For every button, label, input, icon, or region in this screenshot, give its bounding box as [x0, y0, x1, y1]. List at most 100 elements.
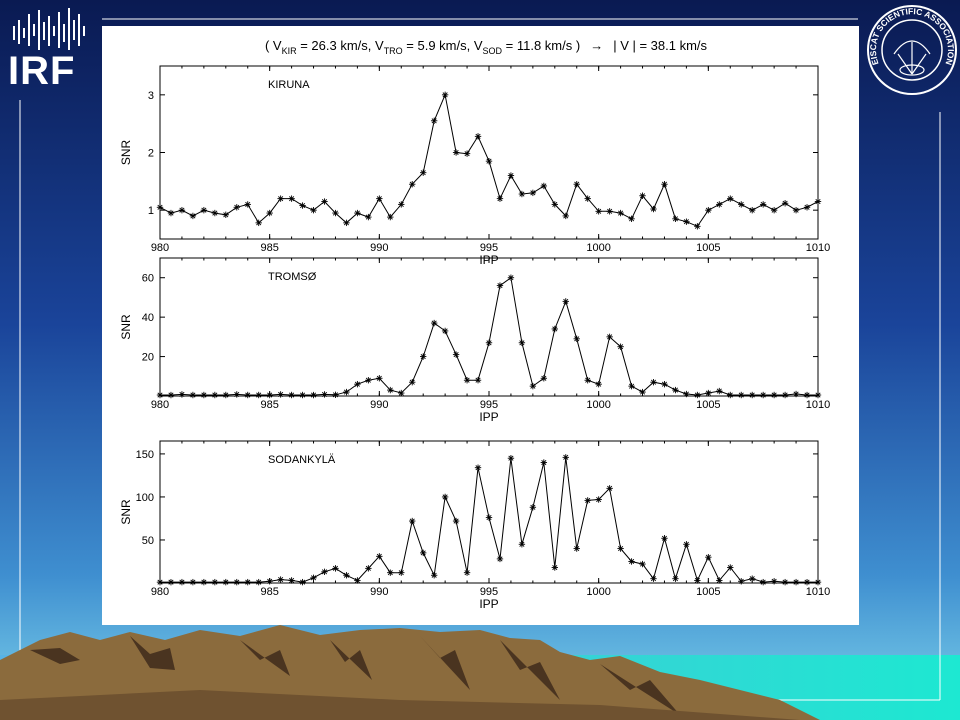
station-label: TROMSØ — [268, 271, 317, 283]
data-point-marker — [814, 578, 822, 586]
data-point-marker — [244, 201, 251, 208]
data-point-marker — [409, 181, 416, 188]
data-point-marker — [365, 377, 372, 384]
data-point-marker — [727, 195, 734, 202]
y-tick-label: 20 — [142, 352, 154, 364]
y-axis-label: SNR — [119, 314, 133, 340]
data-point-marker — [474, 377, 482, 384]
data-point-marker — [474, 464, 482, 471]
data-point-marker — [485, 339, 493, 346]
data-point-marker — [749, 206, 756, 214]
x-tick-label: 1005 — [696, 242, 720, 254]
data-point-marker — [705, 553, 712, 561]
data-point-marker — [749, 391, 756, 399]
data-point-marker — [409, 379, 416, 386]
x-axis-label: IPP — [479, 410, 498, 424]
data-point-marker — [639, 388, 646, 396]
data-point-marker — [167, 209, 175, 217]
data-point-marker — [716, 387, 723, 395]
data-point-marker — [814, 198, 822, 205]
data-point-marker — [452, 149, 460, 156]
data-point-marker — [387, 386, 394, 394]
data-point-marker — [661, 535, 668, 542]
x-tick-label: 1005 — [696, 399, 720, 411]
x-tick-label: 1010 — [806, 242, 830, 254]
data-point-marker — [288, 391, 295, 399]
data-point-marker — [310, 206, 317, 214]
data-point-marker — [606, 485, 613, 492]
data-point-marker — [332, 565, 339, 572]
x-tick-label: 990 — [370, 399, 388, 411]
plot-frame — [159, 440, 819, 584]
data-point-marker — [496, 195, 504, 202]
data-point-marker — [178, 391, 186, 398]
station-label: KIRUNA — [268, 79, 310, 91]
data-point-marker — [277, 391, 284, 398]
data-point-marker — [694, 577, 701, 584]
data-point-marker — [551, 564, 558, 571]
data-point-marker — [770, 578, 778, 585]
data-point-marker — [759, 201, 767, 208]
data-point-marker — [759, 578, 767, 586]
sodankyla-snr-chart: 980 985 990 995 1000 1005 1010 50 100 150 IPP SNR SO… — [119, 440, 830, 611]
data-point-marker — [573, 181, 580, 188]
data-point-marker — [716, 201, 723, 208]
data-point-marker — [321, 568, 328, 576]
y-tick-label: 100 — [136, 492, 154, 504]
snr-plots: ( VKIR = 26.3 km/s, VTRO = 5.9 km/s, VSO… — [119, 38, 830, 611]
data-point-marker — [277, 195, 284, 202]
data-point-marker — [452, 351, 460, 358]
data-point-marker — [310, 574, 317, 582]
data-point-marker — [474, 133, 482, 140]
data-point-marker — [189, 578, 197, 586]
data-point-marker — [255, 578, 262, 586]
plot-frame — [159, 257, 819, 397]
x-axis-label: IPP — [479, 597, 498, 611]
data-point-marker — [299, 391, 306, 399]
data-point-marker — [299, 202, 306, 209]
tromso-snr-chart: 980 985 990 995 1000 1005 1010 20 40 60 IPP SNR TROM… — [119, 257, 830, 424]
data-point-marker — [672, 386, 679, 394]
data-point-marker — [485, 514, 493, 521]
data-point-marker — [628, 558, 635, 565]
data-point-marker — [211, 209, 219, 217]
data-point-marker — [650, 205, 657, 213]
data-point-marker — [387, 213, 394, 221]
data-point-marker — [321, 198, 328, 205]
data-point-marker — [376, 553, 383, 560]
data-point-marker — [496, 555, 504, 563]
data-point-marker — [398, 389, 405, 397]
x-tick-label: 1000 — [586, 586, 610, 598]
y-axis-label: SNR — [119, 499, 133, 525]
data-point-marker — [200, 391, 208, 399]
y-tick-label: 1 — [148, 205, 154, 217]
data-point-marker — [507, 455, 515, 462]
plot-panel: ( VKIR = 26.3 km/s, VTRO = 5.9 km/s, VSO… — [102, 26, 859, 625]
data-point-marker — [738, 578, 745, 585]
y-tick-label: 50 — [142, 535, 154, 547]
data-point-marker — [288, 577, 295, 584]
data-point-marker — [244, 391, 251, 399]
y-tick-label: 40 — [142, 312, 154, 324]
data-point-marker — [628, 215, 635, 223]
data-point-marker — [573, 545, 580, 552]
data-point-marker — [770, 206, 778, 214]
x-tick-label: 1000 — [586, 399, 610, 411]
data-point-marker — [233, 204, 240, 211]
data-point-marker — [178, 578, 186, 586]
station-label: SODANKYLÄ — [268, 454, 336, 466]
data-point-marker — [781, 200, 789, 207]
data-point-marker — [551, 325, 558, 333]
data-point-marker — [705, 389, 712, 397]
data-point-marker — [266, 209, 273, 217]
data-point-marker — [321, 391, 328, 398]
data-point-marker — [595, 208, 602, 215]
data-point-marker — [463, 569, 471, 576]
data-point-marker — [738, 201, 745, 208]
data-point-marker — [441, 91, 449, 99]
data-point-marker — [606, 333, 613, 341]
data-point-marker — [222, 391, 229, 399]
data-point-marker — [584, 497, 591, 504]
series-line — [160, 276, 818, 396]
data-point-marker — [716, 577, 723, 584]
